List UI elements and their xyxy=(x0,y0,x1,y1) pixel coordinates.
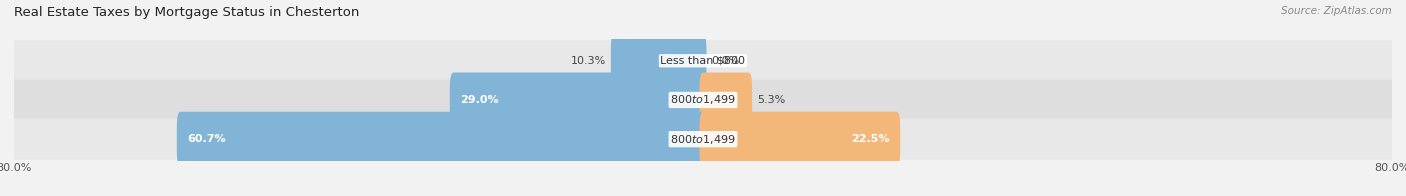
Text: $800 to $1,499: $800 to $1,499 xyxy=(671,93,735,106)
Text: Source: ZipAtlas.com: Source: ZipAtlas.com xyxy=(1281,6,1392,16)
Text: Less than $800: Less than $800 xyxy=(661,56,745,66)
FancyBboxPatch shape xyxy=(177,112,706,167)
FancyBboxPatch shape xyxy=(700,73,752,127)
Text: $800 to $1,499: $800 to $1,499 xyxy=(671,133,735,146)
Text: 22.5%: 22.5% xyxy=(852,134,890,144)
Text: 5.3%: 5.3% xyxy=(758,95,786,105)
Text: 29.0%: 29.0% xyxy=(460,95,499,105)
FancyBboxPatch shape xyxy=(14,119,1392,160)
FancyBboxPatch shape xyxy=(700,112,900,167)
Text: Real Estate Taxes by Mortgage Status in Chesterton: Real Estate Taxes by Mortgage Status in … xyxy=(14,6,360,19)
FancyBboxPatch shape xyxy=(14,80,1392,120)
Text: 10.3%: 10.3% xyxy=(571,56,606,66)
FancyBboxPatch shape xyxy=(610,33,706,88)
FancyBboxPatch shape xyxy=(450,73,706,127)
Text: 0.0%: 0.0% xyxy=(711,56,740,66)
Text: 60.7%: 60.7% xyxy=(187,134,226,144)
FancyBboxPatch shape xyxy=(14,40,1392,81)
